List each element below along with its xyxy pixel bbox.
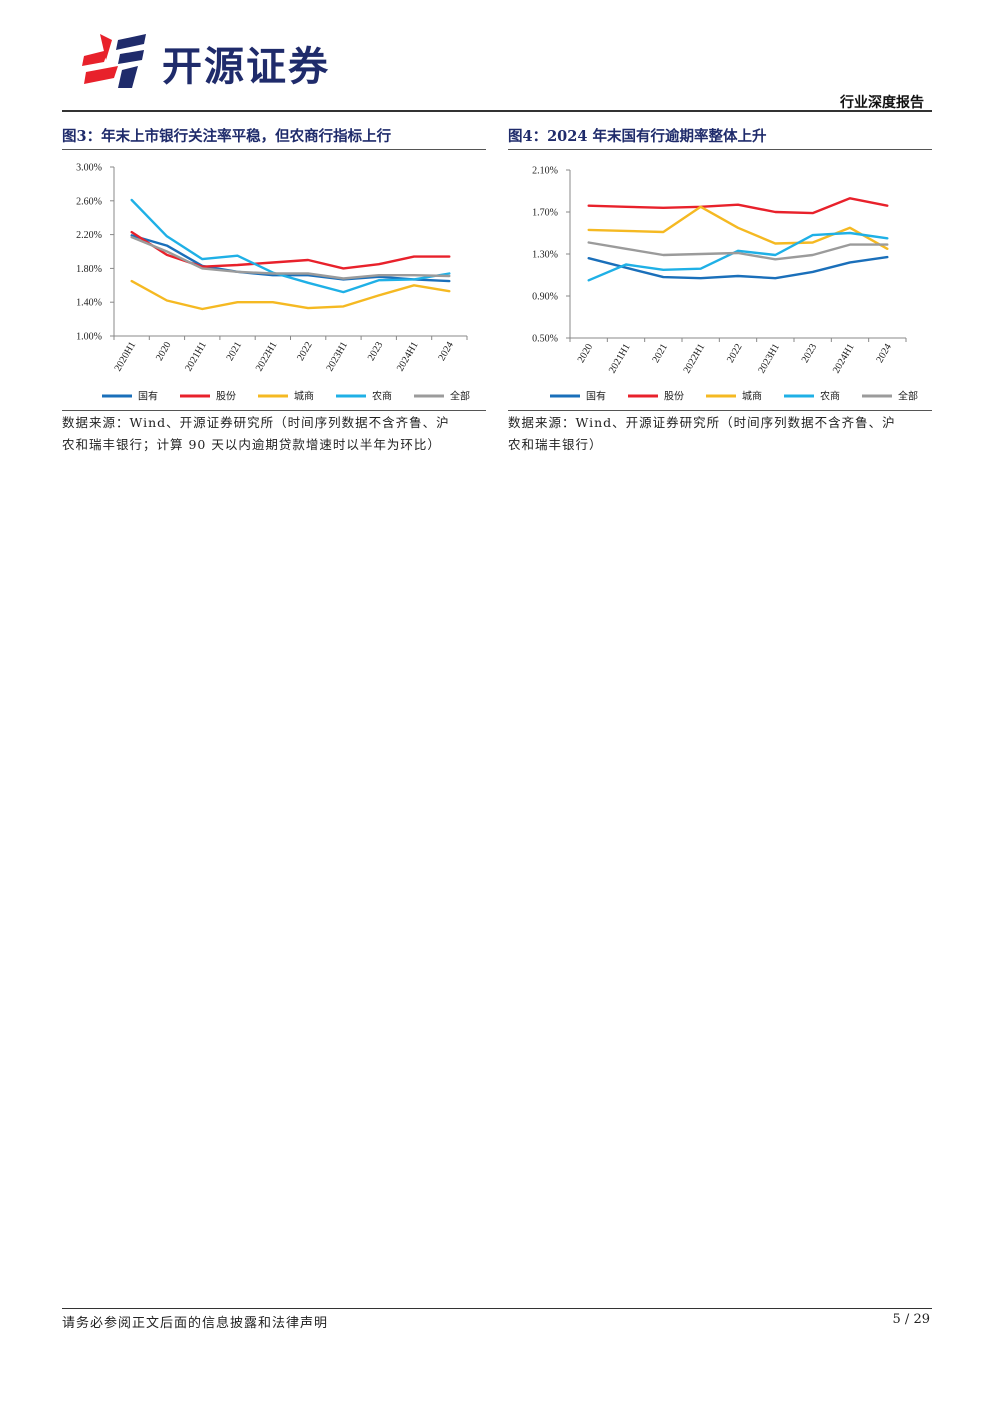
series-line: [587, 231, 889, 282]
footer-disclaimer: 请务必参阅正文后面的信息披露和法律声明: [62, 1316, 329, 1331]
figure-3-source: 数据来源：Wind、开源证券研究所（时间序列数据不含齐鲁、沪 农和瑞丰银行；计算…: [62, 412, 492, 456]
y-tick-label: 0.90%: [532, 292, 558, 303]
page-number: 5 / 29: [892, 1312, 930, 1327]
header-divider: [62, 110, 932, 112]
legend-label: 全部: [450, 390, 470, 403]
y-tick-label: 1.80%: [76, 264, 102, 275]
x-tick-label: 2024: [436, 340, 456, 363]
legend-label: 国有: [586, 390, 606, 403]
x-tick-label: 2023: [366, 340, 386, 363]
y-tick-label: 2.20%: [76, 230, 102, 241]
y-tick-label: 1.00%: [76, 332, 102, 343]
figure-4-source-line: 农和瑞丰银行）: [508, 437, 603, 452]
y-tick-label: 2.10%: [532, 166, 558, 177]
series-line: [130, 198, 451, 294]
footer-divider: [62, 1308, 932, 1309]
series-line: [587, 197, 889, 215]
legend-label: 国有: [138, 390, 158, 403]
series-line: [587, 205, 889, 251]
report-type: 行业深度报告: [840, 95, 924, 111]
figure-4-title: 图4：2024 年末国有行逾期率整体上升: [508, 128, 767, 145]
series-line: [130, 234, 451, 283]
x-tick-label: 2020: [576, 342, 596, 365]
figure-3-chart: 3.00% 2.60% 2.20% 1.80% 1.40% 1.00% 2020H1 2020…: [76, 163, 470, 403]
y-tick-label: 1.70%: [532, 208, 558, 219]
figure-3-source-line: 数据来源：Wind、开源证券研究所（时间序列数据不含齐鲁、沪: [62, 415, 450, 430]
y-tick-label: 0.50%: [532, 334, 558, 345]
legend-label: 股份: [216, 391, 236, 403]
figure-4-chart: 2.10% 1.70% 1.30% 0.90% 0.50% 2020 2021H1 2021 2…: [532, 166, 918, 403]
x-tick-label: 2024H1: [831, 342, 857, 375]
legend-label: 城商: [294, 390, 314, 403]
brand-logo: 开源证券: [78, 30, 378, 92]
x-tick-label: 2024H1: [395, 340, 421, 373]
x-tick-label: 2020H1: [113, 340, 139, 373]
y-tick-label: 1.40%: [76, 298, 102, 309]
series-line: [587, 255, 889, 280]
figure-4-source: 数据来源：Wind、开源证券研究所（时间序列数据不含齐鲁、沪 农和瑞丰银行）: [508, 412, 938, 456]
x-tick-label: 2021: [650, 342, 670, 365]
y-tick-label: 1.30%: [532, 250, 558, 261]
legend-label: 股份: [664, 391, 684, 403]
figure-4-bottom-rule: [508, 410, 932, 411]
figure-3-source-line: 农和瑞丰银行；计算 90 天以内逾期贷款增速时以半年为环比）: [62, 437, 441, 452]
x-tick-label: 2022: [725, 342, 745, 365]
y-tick-label: 3.00%: [76, 163, 102, 174]
series-line: [130, 230, 451, 270]
legend-label: 农商: [820, 390, 840, 403]
x-tick-label: 2022H1: [682, 342, 708, 375]
figure-3-bottom-rule: [62, 410, 486, 411]
x-tick-label: 2023H1: [324, 340, 350, 373]
x-tick-label: 2022H1: [254, 340, 280, 373]
figure-3-title: 图3：年末上市银行关注率平稳，但农商行指标上行: [62, 128, 392, 145]
logo-mark-icon: [82, 34, 146, 88]
x-tick-label: 2021H1: [183, 340, 209, 373]
legend-label: 全部: [898, 390, 918, 403]
x-tick-label: 2022: [295, 340, 315, 363]
legend-label: 农商: [372, 390, 392, 403]
legend-label: 城商: [742, 390, 762, 403]
figure-4-top-rule: [508, 149, 932, 150]
figure-4-source-line: 数据来源：Wind、开源证券研究所（时间序列数据不含齐鲁、沪: [508, 415, 896, 430]
brand-name: 开源证券: [162, 44, 330, 90]
x-tick-label: 2023H1: [756, 342, 782, 375]
series-line: [130, 235, 451, 280]
y-tick-label: 2.60%: [76, 196, 102, 207]
figure-3-top-rule: [62, 149, 486, 150]
x-tick-label: 2023: [800, 342, 820, 365]
series-line: [130, 279, 451, 311]
x-tick-label: 2021: [225, 340, 245, 363]
x-tick-label: 2024: [874, 342, 894, 365]
series-line: [587, 241, 889, 261]
x-tick-label: 2021H1: [607, 342, 633, 375]
x-tick-label: 2020: [154, 340, 174, 363]
